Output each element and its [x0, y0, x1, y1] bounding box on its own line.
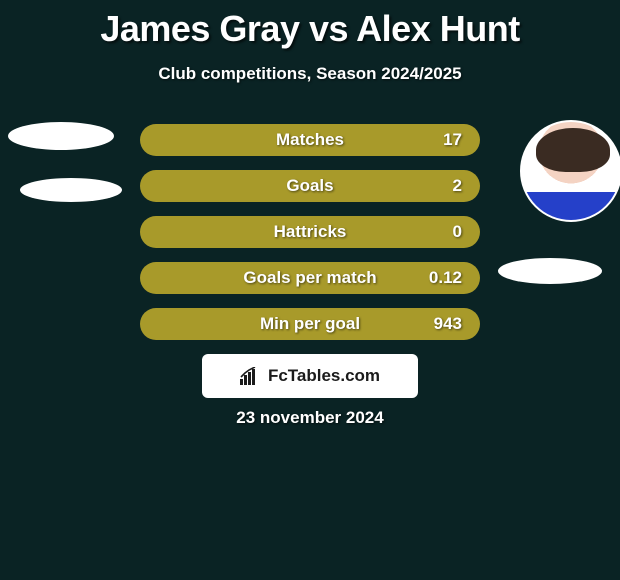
snapshot-date: 23 november 2024: [0, 408, 620, 428]
stat-right-value: 17: [422, 130, 462, 150]
stat-row-goals-per-match: Goals per match 0.12: [140, 262, 480, 294]
stat-right-value: 0.12: [422, 268, 462, 288]
stat-row-hattricks: Hattricks 0: [140, 216, 480, 248]
branding-box[interactable]: FcTables.com: [202, 354, 418, 398]
player-left-ellipse-2: [20, 178, 122, 202]
page-title: James Gray vs Alex Hunt: [0, 0, 620, 50]
stat-row-goals: Goals 2: [140, 170, 480, 202]
player-right-ellipse: [498, 258, 602, 284]
bars-icon: [240, 367, 262, 385]
stat-right-value: 0: [422, 222, 462, 242]
player-right-avatar: [520, 120, 620, 222]
stat-right-value: 2: [422, 176, 462, 196]
stat-right-value: 943: [422, 314, 462, 334]
player-left-ellipse-1: [8, 122, 114, 150]
page-subtitle: Club competitions, Season 2024/2025: [0, 64, 620, 84]
branding-text: FcTables.com: [268, 366, 380, 386]
stat-row-min-per-goal: Min per goal 943: [140, 308, 480, 340]
stat-row-matches: Matches 17: [140, 124, 480, 156]
stats-list: Matches 17 Goals 2 Hattricks 0 Goals per…: [140, 124, 480, 340]
branding-box-wrap: FcTables.com: [0, 354, 620, 398]
